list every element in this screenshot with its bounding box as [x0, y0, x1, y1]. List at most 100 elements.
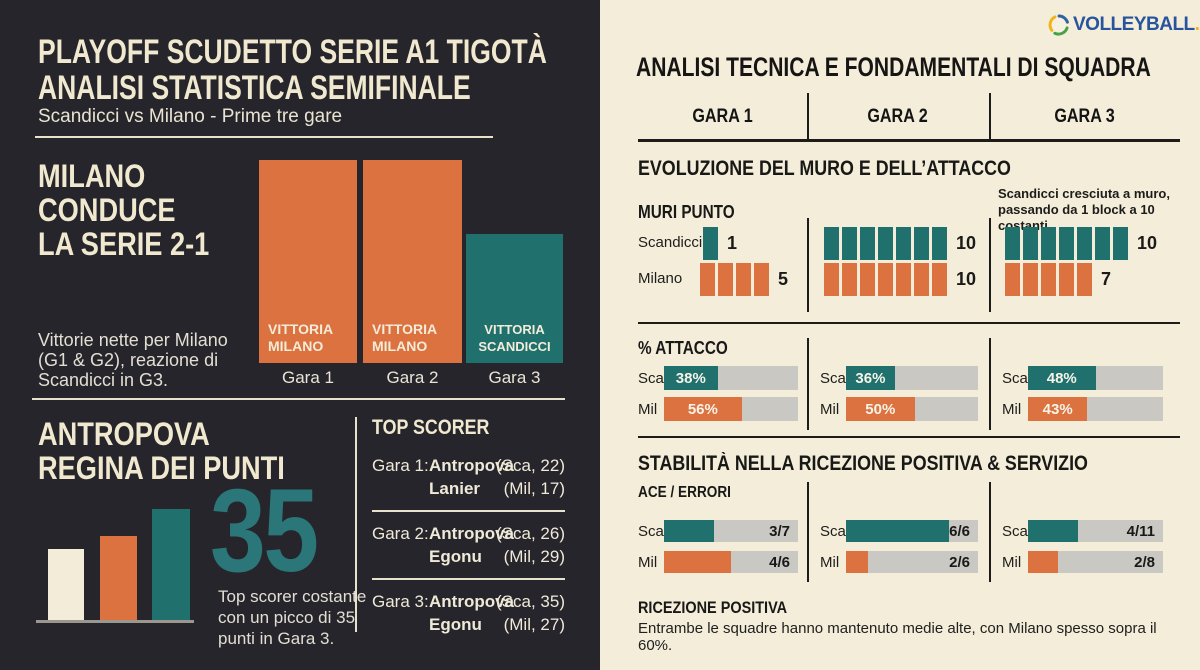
serie-bar-gara2-label: VITTORIA MILANO — [372, 321, 438, 354]
ace-column-divider1 — [807, 482, 809, 582]
right-panel-title: ANALISI TECNICA E FONDAMENTALI DI SQUADR… — [636, 52, 1151, 82]
serie-xlabel-gara2: Gara 2 — [386, 368, 439, 387]
attacco-gara2-mil-track: 50% — [846, 397, 978, 421]
ace-gara2-mil-track: 2/6 — [846, 551, 978, 573]
ace-gara2-mil-row: Mil 2/6 — [820, 551, 978, 573]
mini-bar-gara2 — [100, 536, 137, 620]
attacco-gara2-sca-row: Sca 36% — [820, 366, 978, 390]
muri-gara3-scandicci-squares: 10 — [1005, 227, 1157, 260]
main-title-line2: ANALISI STATISTICA SEMIFINALE — [38, 69, 471, 107]
ricezione-body: Entrambe le squadre hanno mantenuto medi… — [638, 620, 1157, 654]
ace-gara1-sca-row: Sca 3/7 — [638, 520, 798, 542]
ricezione-heading: RICEZIONE POSITIVA — [638, 598, 788, 617]
gara2-header: GARA 2 — [867, 106, 929, 127]
divider-title — [35, 136, 493, 138]
divider-topscorer-vertical — [355, 417, 357, 632]
muri-gara1-scandicci-squares: 1 — [703, 227, 737, 260]
top-scorer-entry1-line2: Lanier (Mil, 17) — [429, 479, 565, 498]
muri-gara3-milano-squares: 7 — [1005, 263, 1111, 296]
ace-errori-label: ACE / ERRORI — [638, 484, 731, 501]
gara-header-underline — [638, 139, 1180, 142]
attacco-gara3-mil-track: 43% — [1028, 397, 1163, 421]
gara3-header: GARA 3 — [1054, 106, 1115, 127]
muri-gara2-milano-squares: 10 — [824, 263, 976, 296]
divider-middle — [32, 398, 565, 400]
muri-section-heading: EVOLUZIONE DEL MURO E DELL’ATTACCO — [638, 157, 1011, 180]
serie-caption-line2: (G1 & G2), reazione di — [38, 350, 219, 370]
ace-gara1-mil-track: 4/6 — [664, 551, 798, 573]
top-scorer-entry2-line1: Gara 2: Antropova (Sca, 26) — [372, 524, 565, 543]
attacco-column-divider2 — [989, 338, 991, 430]
serie-bar-gara1-label: VITTORIA MILANO — [268, 321, 334, 354]
attacco-gara2-mil-row: Mil 50% — [820, 397, 978, 421]
antropova-caption: Top scorer costante con un picco di 35 p… — [218, 587, 367, 648]
left-panel: PLAYOFF SCUDETTO SERIE A1 TIGOTÀ ANALISI… — [0, 0, 600, 670]
logo-tld: .IT — [1194, 14, 1200, 35]
serie-bar-gara3: VITTORIA SCANDICCI — [466, 234, 563, 363]
muri-column-divider1 — [807, 218, 809, 312]
attacco-gara2-sca-track: 36% — [846, 366, 978, 390]
attacco-gara3-sca-track: 48% — [1028, 366, 1163, 390]
ace-gara3-mil-track: 2/8 — [1028, 551, 1163, 573]
top-scorer-entry2-line2: Egonu (Mil, 29) — [429, 547, 565, 566]
big-number-35: 35 — [210, 465, 319, 597]
serie-xlabel-gara3: Gara 3 — [488, 368, 541, 387]
top-scorer-divider2 — [372, 578, 565, 580]
serie-heading-line3: LA SERIE 2-1 — [38, 226, 210, 262]
muri-section-underline — [638, 322, 1180, 324]
serie-heading-line1: MILANO — [38, 158, 146, 194]
serie-bar-gara3-label: VITTORIA SCANDICCI — [478, 322, 551, 354]
stabilita-section-heading: STABILITÀ NELLA RICEZIONE POSITIVA & SER… — [638, 452, 1088, 475]
ace-gara1-sca-track: 3/7 — [664, 520, 798, 542]
volleyball-it-logo: VOLLEYBALL.IT — [1048, 14, 1200, 36]
attacco-label: % ATTACCO — [638, 338, 728, 358]
serie-xlabel-gara1: Gara 1 — [282, 368, 334, 387]
volleyball-ball-icon — [1048, 14, 1070, 36]
top-scorer-entry3-line1: Gara 3: Antropova (Sca, 35) — [372, 592, 565, 611]
ace-gara3-sca-row: Sca 4/11 — [1002, 520, 1163, 542]
mini-bar-gara3 — [152, 509, 190, 620]
muri-gara2-scandicci-squares: 10 — [824, 227, 976, 260]
gara-header-divider1 — [807, 93, 809, 139]
antropova-heading-line2: REGINA DEI PUNTI — [38, 450, 285, 486]
subtitle: Scandicci vs Milano - Prime tre gare — [38, 106, 343, 127]
top-scorer-entry3-line2: Egonu (Mil, 27) — [429, 615, 565, 634]
ace-gara2-sca-track: 6/6 — [846, 520, 978, 542]
top-scorer-entry1-line1: Gara 1: Antropova (Sca, 22) — [372, 456, 565, 475]
muri-label: MURI PUNTO — [638, 202, 735, 222]
attacco-gara1-sca-row: Sca 38% — [638, 366, 798, 390]
ace-gara3-mil-row: Mil 2/8 — [1002, 551, 1163, 573]
attacco-gara1-mil-track: 56% — [664, 397, 798, 421]
logo-wordmark: VOLLEYBALL — [1073, 14, 1195, 35]
muri-row-label-milano: Milano — [638, 270, 683, 287]
antropova-heading-line1: ANTROPOVA — [38, 416, 210, 452]
top-scorer-divider1 — [372, 510, 565, 512]
ace-gara3-sca-track: 4/11 — [1028, 520, 1163, 542]
muri-annotation: Scandicci cresciuta a muro, passando da … — [998, 186, 1170, 233]
ace-column-divider2 — [989, 482, 991, 582]
muri-gara1-milano-squares: 5 — [700, 263, 788, 296]
top-scorer-heading: TOP SCORER — [372, 416, 490, 439]
mini-chart-baseline — [36, 620, 194, 623]
attacco-column-divider1 — [807, 338, 809, 430]
attacco-gara1-sca-track: 38% — [664, 366, 798, 390]
attacco-section-underline — [638, 436, 1180, 438]
serie-heading-line2: CONDUCE — [38, 192, 176, 228]
attacco-gara3-mil-row: Mil 43% — [1002, 397, 1163, 421]
right-panel: VOLLEYBALL.IT ANALISI TECNICA E FONDAMEN… — [600, 0, 1200, 670]
attacco-gara3-sca-row: Sca 48% — [1002, 366, 1163, 390]
ace-gara2-sca-row: Sca 6/6 — [820, 520, 978, 542]
mini-bar-gara1 — [48, 549, 84, 620]
gara-header-divider2 — [989, 93, 991, 139]
muri-column-divider2 — [989, 218, 991, 312]
main-title-line1: PLAYOFF SCUDETTO SERIE A1 TIGOTÀ — [38, 33, 547, 71]
gara1-header: GARA 1 — [692, 106, 753, 127]
ace-gara1-mil-row: Mil 4/6 — [638, 551, 798, 573]
serie-caption-line3: Scandicci in G3. — [38, 370, 169, 390]
serie-bar-gara1: VITTORIA MILANO — [259, 160, 357, 363]
serie-bar-gara2: VITTORIA MILANO — [363, 160, 462, 363]
muri-row-label-scandicci: Scandicci — [638, 234, 703, 251]
serie-caption-line1: Vittorie nette per Milano — [38, 330, 228, 350]
attacco-gara1-mil-row: Mil 56% — [638, 397, 798, 421]
